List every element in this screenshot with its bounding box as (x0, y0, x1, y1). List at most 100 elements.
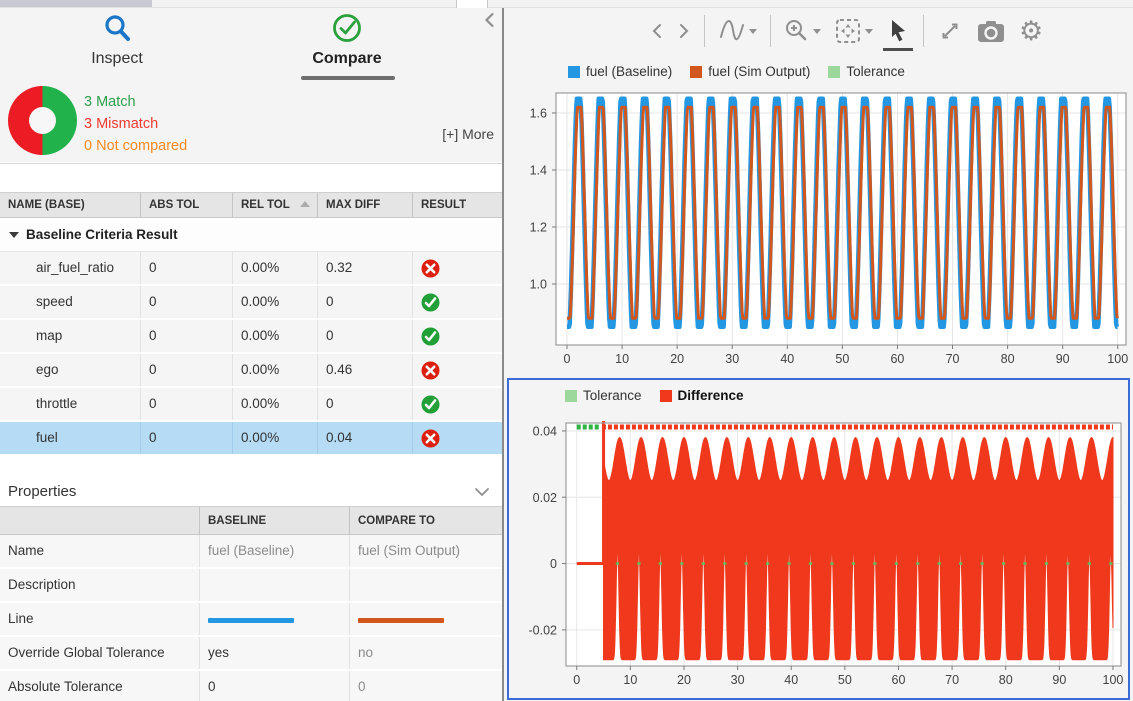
signal-name: fuel (0, 422, 141, 454)
result-cell (413, 286, 502, 318)
result-row-map[interactable]: map 0 0.00% 0 (0, 320, 502, 354)
property-baseline-value: 0 (200, 671, 350, 701)
tab-compare-label: Compare (312, 50, 382, 67)
legend-item-tolerance[interactable]: Tolerance (828, 64, 905, 79)
signal-name: throttle (0, 388, 141, 420)
property-baseline-value (200, 603, 350, 635)
result-row-fuel[interactable]: fuel 0 0.00% 0.04 (0, 422, 502, 456)
property-label: Line (0, 603, 200, 635)
properties-section-header[interactable]: Properties (0, 477, 502, 507)
svg-text:90: 90 (1056, 352, 1070, 366)
tab-compare[interactable]: Compare (267, 12, 427, 68)
max-diff-value: 0.04 (318, 422, 413, 454)
rel-tol-value: 0.00% (233, 354, 318, 386)
pointer-tool-button[interactable] (883, 18, 913, 51)
panel-tab-notch (456, 0, 488, 8)
tab-inspect-label: Inspect (91, 50, 143, 67)
pass-icon (421, 395, 440, 414)
result-row-ego[interactable]: ego 0 0.00% 0.46 (0, 354, 502, 388)
property-compare-value: fuel (Sim Output) (358, 543, 461, 558)
difference-plot-container[interactable]: Tolerance Difference 0 10 20 30 40 50 60 70 80 90 1… (507, 378, 1130, 700)
legend-item-fuel-sim-output-[interactable]: fuel (Sim Output) (690, 64, 810, 79)
results-group-row[interactable]: Baseline Criteria Result (0, 218, 502, 252)
tab-header-area: Inspect Compare 3 Match 3 Mismatch 0 Not… (0, 8, 502, 162)
property-compare-value: no (358, 645, 374, 660)
svg-text:1.6: 1.6 (530, 106, 547, 120)
rel-tol-value: 0.00% (233, 286, 318, 318)
legend-swatch (659, 389, 672, 402)
previous-button[interactable] (650, 22, 664, 40)
svg-text:20: 20 (677, 673, 691, 687)
property-row-line: Line (0, 603, 502, 637)
filter-input[interactable] (0, 164, 502, 192)
legend-item-tolerance[interactable]: Tolerance (565, 388, 642, 403)
legend-item-difference[interactable]: Difference (659, 388, 744, 403)
signal-comparison-chart[interactable]: 0 10 20 30 40 50 60 70 80 90 100 1.0 1.2 1.4 1.6 (504, 88, 1133, 373)
not-compared-count: 0 Not compared (84, 138, 188, 154)
abs-tol-value: 0 (141, 354, 233, 386)
gear-icon: ⚙ (1019, 15, 1044, 47)
max-diff-value: 0 (318, 286, 413, 318)
signal-name: ego (0, 354, 141, 386)
dropdown-caret-icon (749, 28, 757, 34)
property-compare-value (350, 569, 502, 601)
max-diff-value: 0.46 (318, 354, 413, 386)
abs-tol-value: 0 (141, 422, 233, 454)
result-row-speed[interactable]: speed 0 0.00% 0 (0, 286, 502, 320)
result-row-throttle[interactable]: throttle 0 0.00% 0 (0, 388, 502, 422)
collapse-panel-button[interactable] (480, 10, 500, 30)
difference-chart[interactable]: 0 10 20 30 40 50 60 70 80 90 100 -0.02 0 0.02 0.04 (509, 416, 1128, 698)
expander-triangle-icon (9, 231, 19, 238)
sort-ascending-icon (300, 201, 310, 207)
expand-plot-button[interactable] (937, 18, 963, 44)
dropdown-caret-icon (813, 28, 821, 34)
more-link[interactable]: [+] More (442, 126, 494, 142)
check-circle-icon (267, 12, 427, 44)
rel-tol-value: 0.00% (233, 252, 318, 284)
next-button[interactable] (677, 22, 691, 40)
svg-text:0: 0 (550, 557, 557, 571)
svg-text:0: 0 (573, 673, 580, 687)
toolbar-separator (704, 15, 705, 47)
results-table-body: air_fuel_ratio 0 0.00% 0.32 speed 0 0.00% 0 map 0… (0, 252, 502, 456)
legend-swatch (690, 65, 703, 78)
properties-column-blank (0, 507, 200, 534)
panel-divider[interactable] (502, 8, 504, 701)
baseline-line-swatch (208, 618, 294, 623)
column-header-max-diff[interactable]: MAX DIFF (318, 193, 413, 217)
properties-column-baseline: BASELINE (200, 507, 350, 534)
signal-name: speed (0, 286, 141, 318)
column-header-abs-tol[interactable]: ABS TOL (141, 193, 233, 217)
column-header-name[interactable]: NAME (BASE) (0, 193, 141, 217)
svg-text:0.04: 0.04 (533, 424, 557, 438)
signal-name: air_fuel_ratio (0, 252, 141, 284)
column-header-rel-tol[interactable]: REL TOL (233, 193, 318, 217)
fit-to-view-icon (836, 19, 860, 43)
svg-text:10: 10 (615, 352, 629, 366)
signal-trace-button[interactable] (718, 16, 757, 46)
fail-icon (421, 259, 440, 278)
svg-text:30: 30 (725, 352, 739, 366)
svg-text:30: 30 (731, 673, 745, 687)
camera-icon (978, 21, 1004, 42)
snapshot-button[interactable] (976, 18, 1006, 44)
svg-text:80: 80 (999, 673, 1013, 687)
settings-button[interactable]: ⚙ (1019, 18, 1043, 45)
zoom-button[interactable] (784, 18, 821, 44)
column-header-result[interactable]: RESULT (421, 199, 467, 211)
result-row-air_fuel_ratio[interactable]: air_fuel_ratio 0 0.00% 0.32 (0, 252, 502, 286)
svg-text:10: 10 (623, 673, 637, 687)
properties-table-body: Name fuel (Baseline) fuel (Sim Output) Desc… (0, 535, 502, 701)
legend-swatch (565, 389, 577, 402)
cursor-arrow-icon (892, 20, 905, 42)
legend-item-fuel-baseline-[interactable]: fuel (Baseline) (568, 64, 672, 79)
svg-text:-0.02: -0.02 (529, 623, 558, 637)
fit-to-view-button[interactable] (834, 17, 873, 45)
result-cell (413, 252, 502, 284)
property-label: Override Global Tolerance (0, 637, 200, 669)
property-compare-value (350, 603, 502, 635)
tab-inspect[interactable]: Inspect (37, 12, 197, 68)
plot-toolbar: ⚙ (504, 8, 1133, 54)
property-row-name: Name fuel (Baseline) fuel (Sim Output) (0, 535, 502, 569)
results-group-label: Baseline Criteria Result (26, 227, 178, 242)
